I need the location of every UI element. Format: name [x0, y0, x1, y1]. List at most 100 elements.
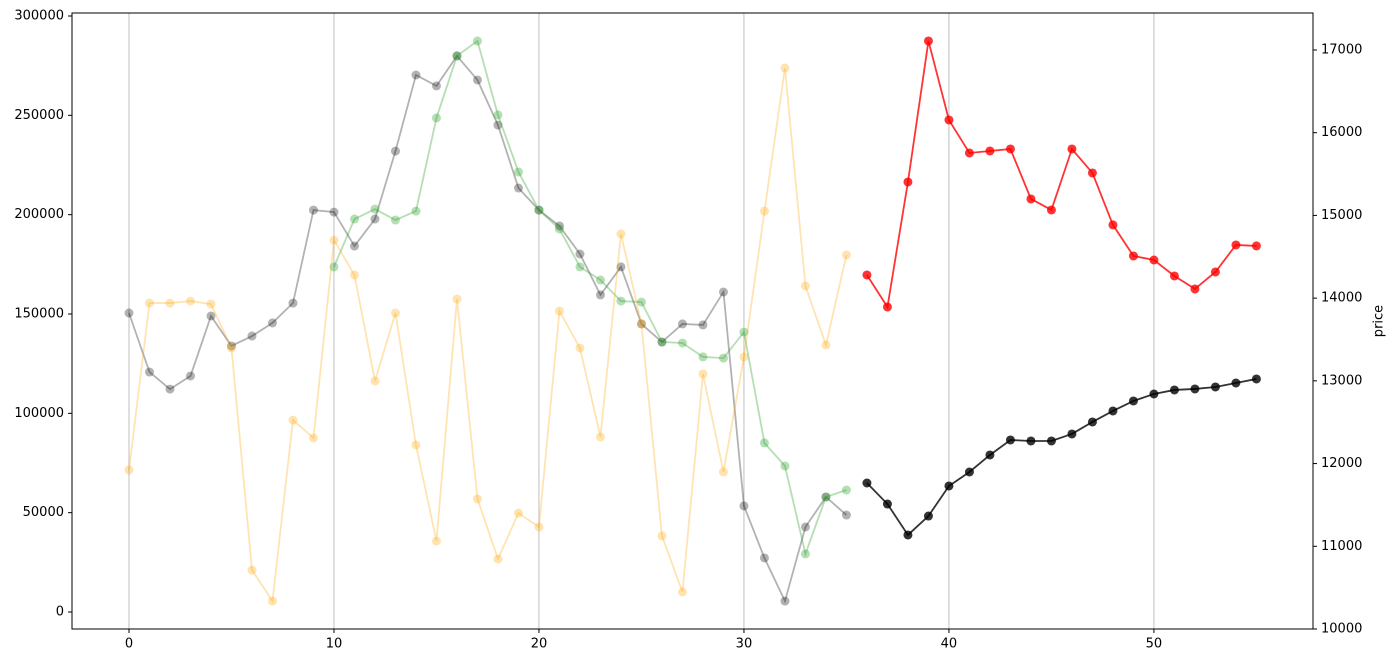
- series-point: [349, 241, 359, 251]
- series-point: [1108, 220, 1118, 230]
- series-point: [1046, 205, 1056, 215]
- series-point: [923, 511, 933, 521]
- series-point: [247, 565, 257, 575]
- series-point: [1087, 168, 1097, 178]
- series-point: [554, 306, 564, 316]
- x-tick-label: 20: [531, 637, 548, 652]
- series-point: [575, 262, 585, 272]
- y2-tick-label: 15000: [1321, 208, 1362, 223]
- series-point: [759, 206, 769, 216]
- series-point: [944, 115, 954, 125]
- series-point: [759, 553, 769, 563]
- plot-frame: [71, 12, 1314, 630]
- marks: [124, 36, 1261, 606]
- series-point: [636, 319, 646, 329]
- series-point: [595, 432, 605, 442]
- series-point: [1251, 374, 1261, 384]
- series-point: [903, 530, 913, 540]
- y2-tick-label: 17000: [1321, 42, 1362, 57]
- series-point: [308, 205, 318, 215]
- series-point: [595, 275, 605, 285]
- series-point: [780, 63, 790, 73]
- series-point: [431, 81, 441, 91]
- series-point: [657, 531, 667, 541]
- y-tick-label: 200000: [14, 207, 64, 222]
- series-point: [595, 290, 605, 300]
- series-point: [247, 331, 257, 341]
- y2-tick-label: 11000: [1321, 539, 1362, 554]
- series-point: [370, 376, 380, 386]
- series-point: [288, 415, 298, 425]
- series-point: [165, 298, 175, 308]
- series-point: [1231, 240, 1241, 250]
- series-point: [575, 249, 585, 259]
- series-point: [800, 522, 810, 532]
- series-point: [1149, 255, 1159, 265]
- series-point: [718, 353, 728, 363]
- series-point: [636, 297, 646, 307]
- series-point: [329, 207, 339, 217]
- series-point: [144, 298, 154, 308]
- series-point: [452, 294, 462, 304]
- series-point: [206, 311, 216, 321]
- series-point: [144, 367, 154, 377]
- series-point: [288, 298, 298, 308]
- series-point: [513, 508, 523, 518]
- series-point: [390, 146, 400, 156]
- series-point: [1190, 384, 1200, 394]
- series-point: [226, 343, 236, 353]
- y-tick-label: 0: [56, 604, 64, 619]
- series-point: [1231, 378, 1241, 388]
- series-point: [390, 215, 400, 225]
- series-point: [780, 461, 790, 471]
- series-point: [985, 146, 995, 156]
- series-point: [698, 352, 708, 362]
- y2-tick-label: 12000: [1321, 456, 1362, 471]
- series-point: [1251, 241, 1261, 251]
- series-point: [267, 596, 277, 606]
- series-point: [657, 337, 667, 347]
- series-point: [800, 281, 810, 291]
- series-point: [718, 287, 728, 297]
- x-tick-label: 30: [736, 637, 753, 652]
- y-tick-label: 300000: [14, 8, 64, 23]
- series-point: [472, 36, 482, 46]
- y2-tick-label: 16000: [1321, 125, 1362, 140]
- series-point: [800, 549, 810, 559]
- series-point: [554, 224, 564, 234]
- series-point: [677, 319, 687, 329]
- series-point: [534, 205, 544, 215]
- x-tick-label: 10: [326, 637, 343, 652]
- y-tick-label: 250000: [14, 108, 64, 123]
- series-point: [411, 70, 421, 80]
- series-point: [821, 492, 831, 502]
- series-point: [1149, 389, 1159, 399]
- plot-area: [72, 13, 1313, 629]
- series-point: [616, 296, 626, 306]
- series-point: [698, 369, 708, 379]
- series-point: [862, 270, 872, 280]
- series-point: [472, 494, 482, 504]
- series-point: [493, 110, 503, 120]
- series-point: [575, 343, 585, 353]
- series-point: [1005, 435, 1015, 445]
- series-point: [370, 214, 380, 224]
- y2-tick-label: 13000: [1321, 373, 1362, 388]
- series-point: [534, 205, 544, 215]
- series-point: [923, 36, 933, 46]
- series-point: [1108, 406, 1118, 416]
- series-point: [185, 371, 195, 381]
- series-point: [841, 250, 851, 260]
- series-point: [698, 320, 708, 330]
- series-point: [329, 235, 339, 245]
- series-point: [1067, 429, 1077, 439]
- series-point: [841, 510, 851, 520]
- y2-tick-label: 14000: [1321, 291, 1362, 306]
- series-point: [472, 75, 482, 85]
- series-point: [1026, 436, 1036, 446]
- series-point: [206, 299, 216, 309]
- series-point: [431, 113, 441, 123]
- series-line: [128, 67, 848, 604]
